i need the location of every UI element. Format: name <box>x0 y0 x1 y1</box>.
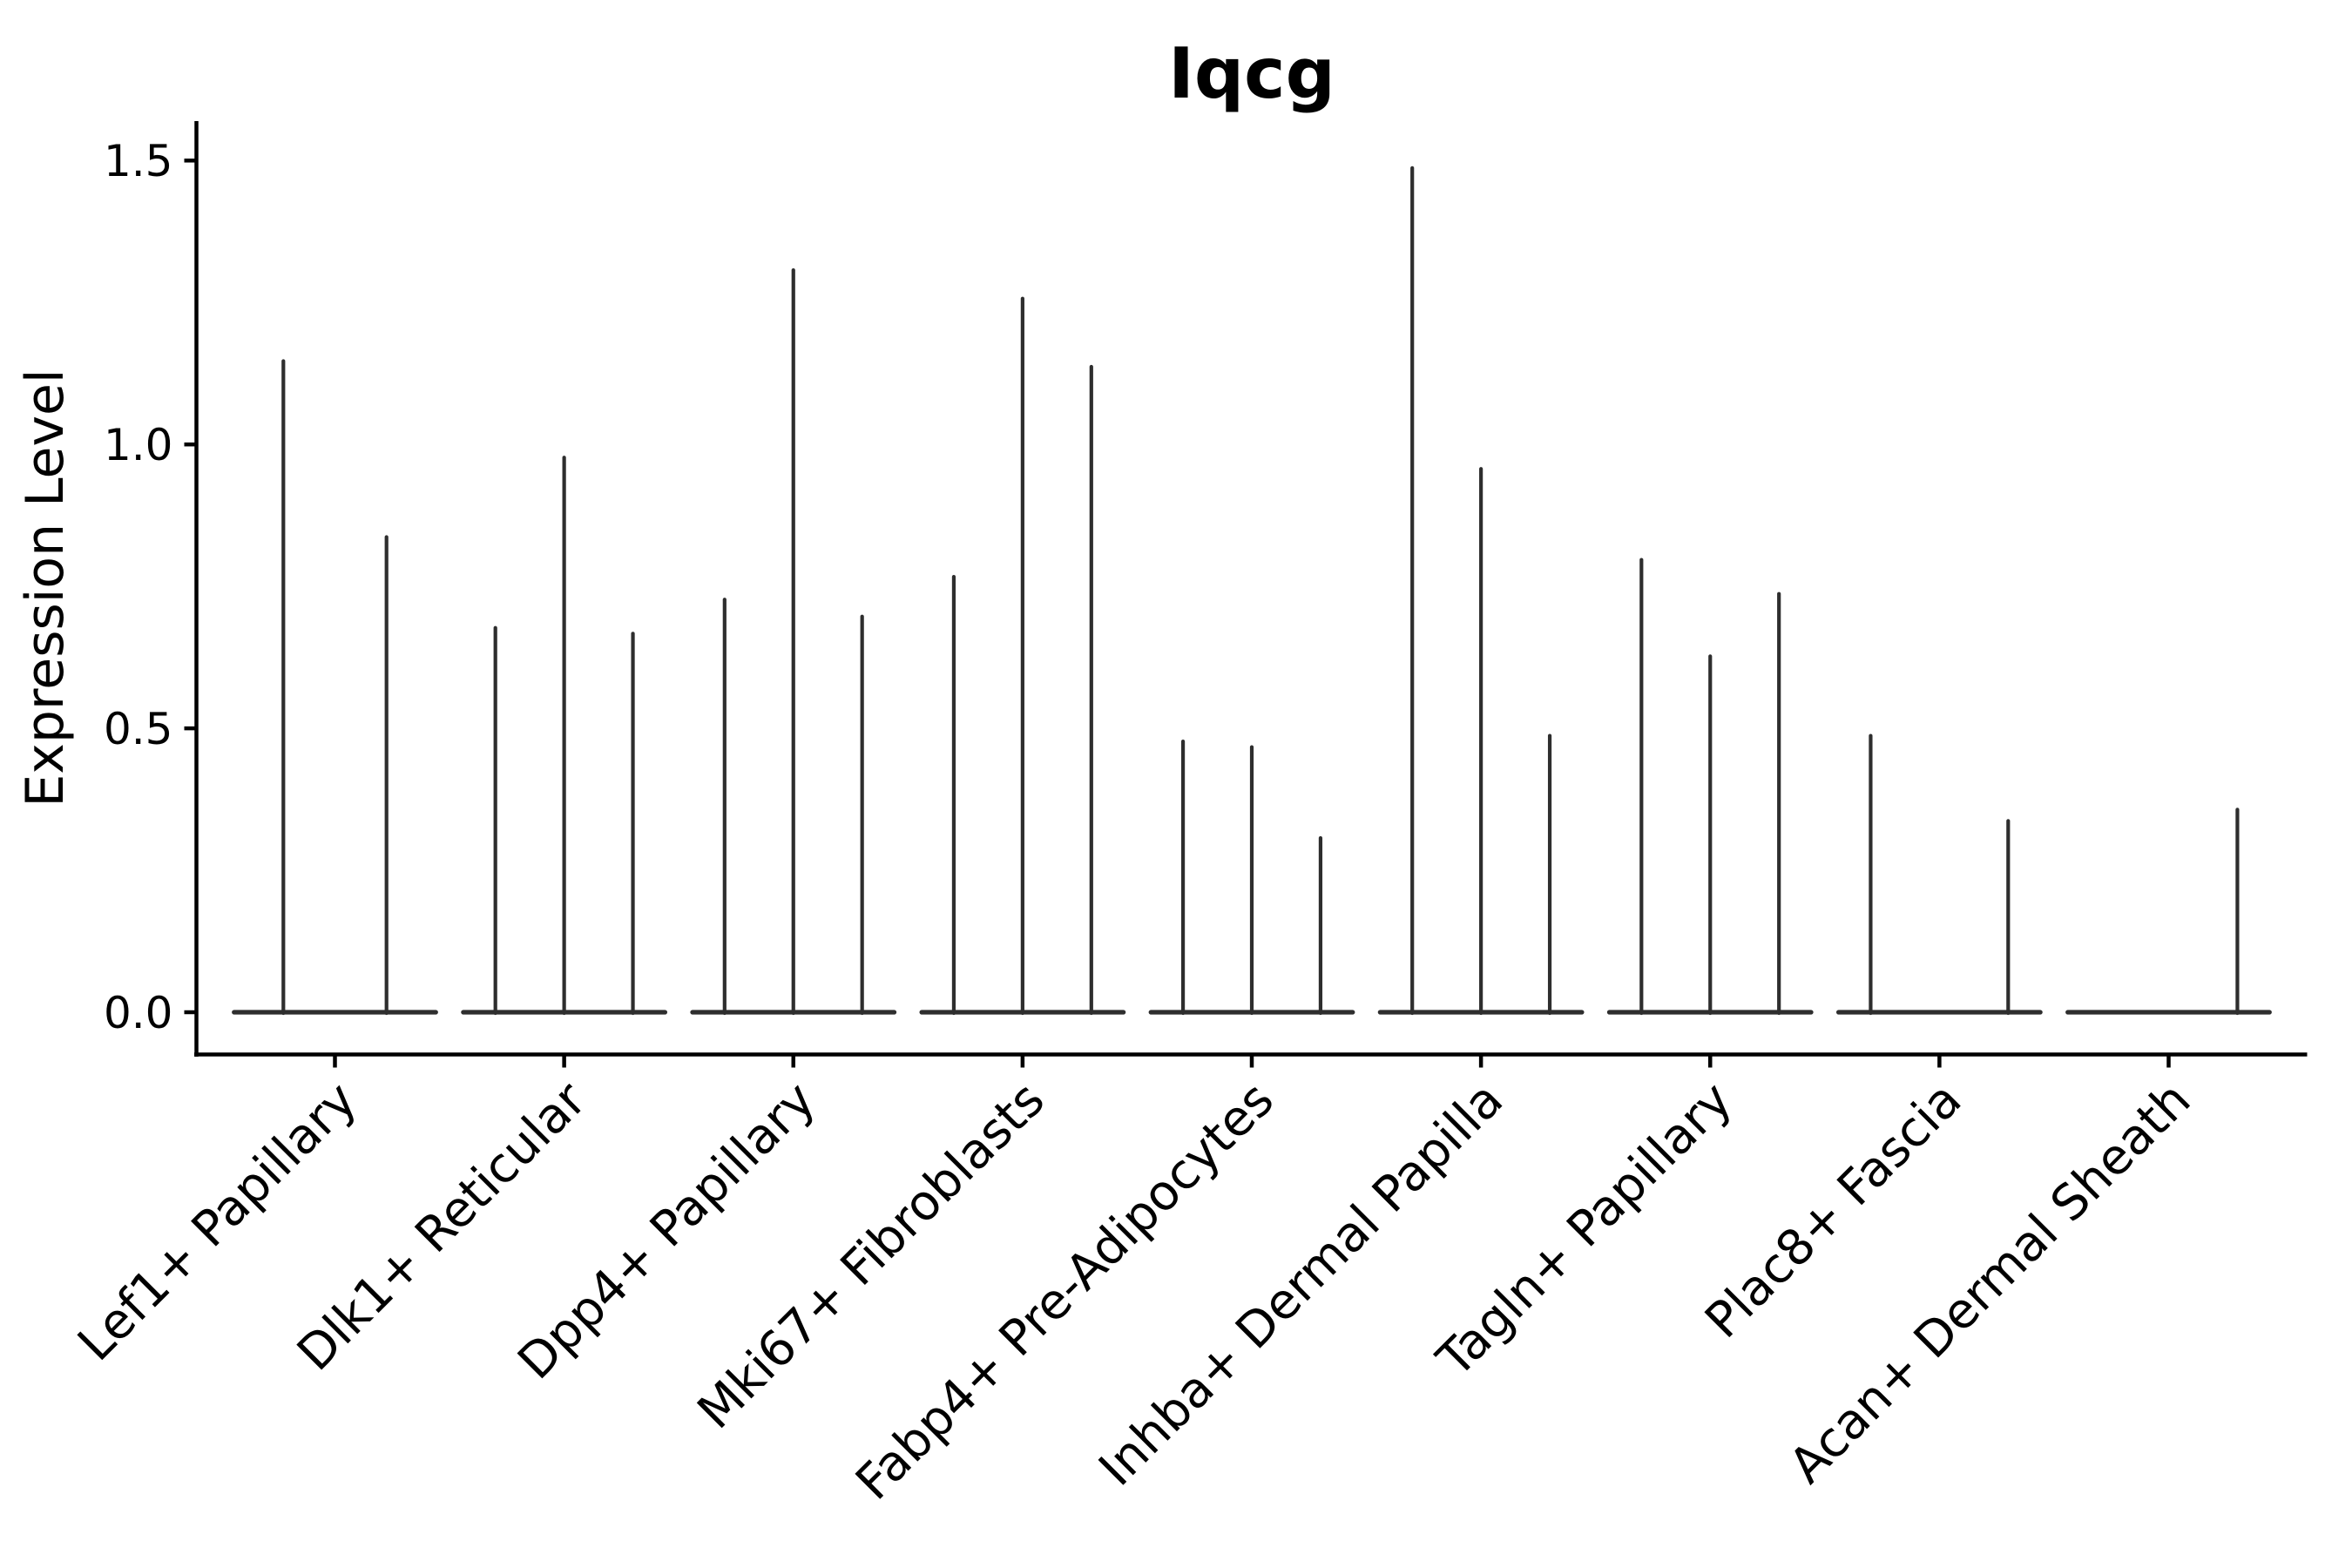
y-tick-label: 1.0 <box>104 420 173 470</box>
x-tick-label: Inhba+ Dermal Papilla <box>1088 1071 1514 1497</box>
y-tick-label: 0.0 <box>104 988 173 1038</box>
y-axis-ticks: 0.0 0.5 1.0 1.5 <box>104 136 197 1038</box>
violin-body <box>232 1010 438 1015</box>
violin-body <box>1835 1010 2043 1015</box>
y-tick-label: 0.5 <box>104 704 173 754</box>
x-tick-label: Acan+ Dermal Sheath <box>1779 1071 2202 1495</box>
y-axis-label: Expression Level <box>15 368 76 807</box>
x-tick-label: Fabp4+ Pre-Adipocytes <box>845 1071 1285 1511</box>
violins <box>232 166 2272 1016</box>
violin-body <box>2065 1010 2272 1015</box>
chart-title: Iqcg <box>1168 33 1335 114</box>
y-tick-label: 1.5 <box>104 136 173 186</box>
